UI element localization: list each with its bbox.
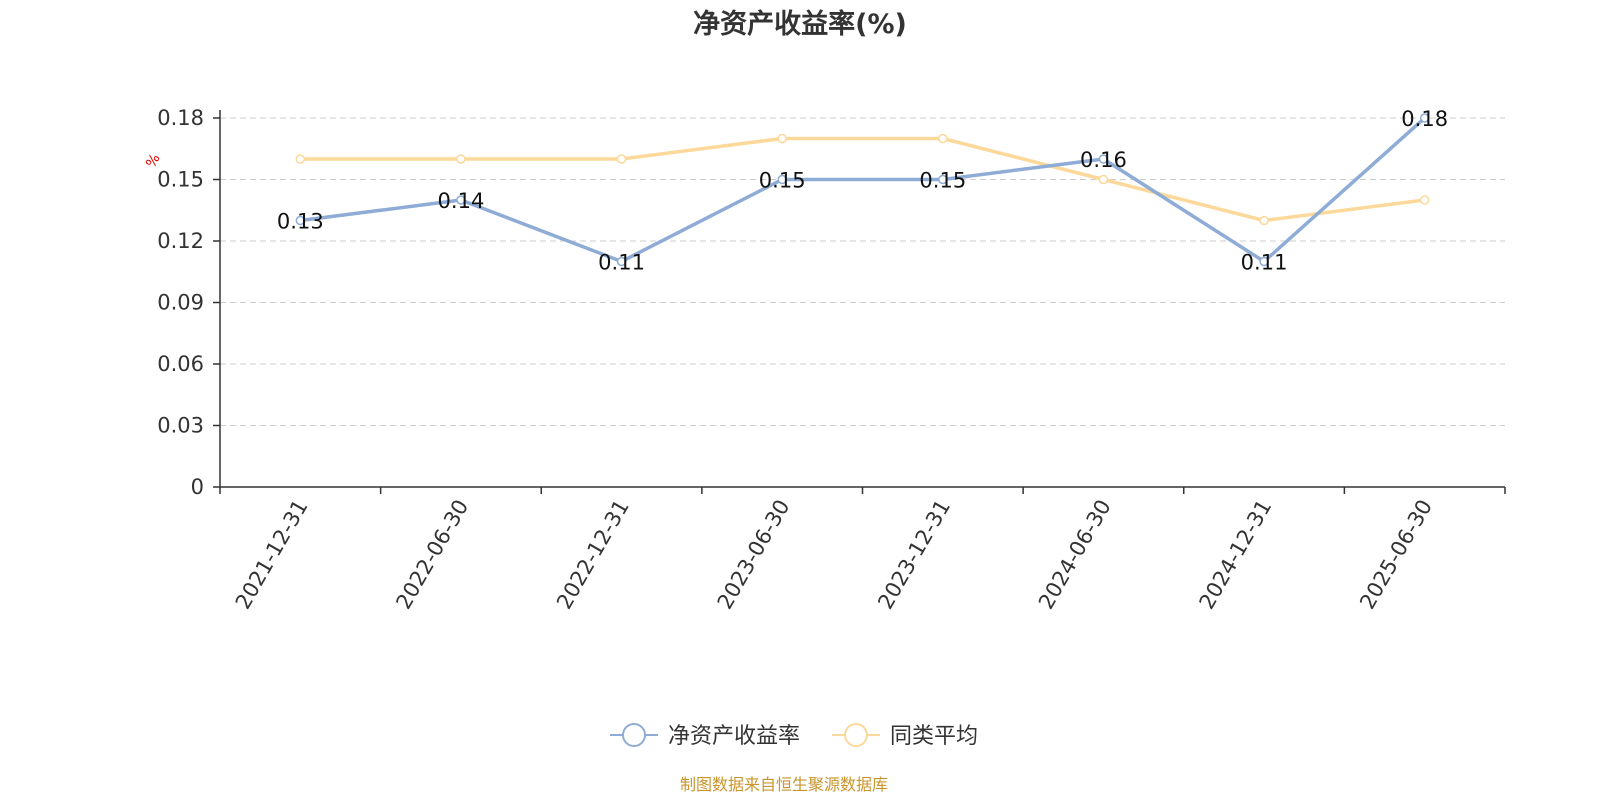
data-label: 0.15 (919, 169, 966, 193)
data-point-0 (616, 256, 627, 267)
data-point-0 (1419, 113, 1430, 123)
legend-marker-0[interactable] (622, 723, 646, 747)
legend-label-1[interactable]: 同类平均 (890, 724, 978, 749)
data-point-0 (1098, 154, 1109, 164)
data-label: 0.16 (1080, 148, 1127, 172)
y-tick-label: 0.18 (157, 106, 204, 130)
x-tick-label: 2025-06-30 (1355, 496, 1437, 614)
data-point-1 (777, 133, 787, 144)
series-line-1 (300, 136, 1425, 223)
y-tick-label: 0.12 (157, 229, 204, 253)
data-label: 0.11 (1241, 251, 1288, 275)
y-tick-label: 0 (191, 475, 204, 499)
legend-label-0[interactable]: 净资产收益率 (668, 724, 800, 749)
series-group (295, 113, 1430, 267)
y-tick-label: 0.03 (157, 414, 204, 438)
data-point-0 (295, 215, 306, 226)
data-point-1 (295, 154, 306, 164)
x-tick-label: 2022-06-30 (391, 496, 473, 614)
data-point-1 (938, 133, 948, 144)
chart-title: 净资产收益率(%) (693, 8, 907, 40)
series-line-0 (300, 116, 1426, 264)
source-note: 制图数据来自恒生聚源数据库 (680, 775, 888, 794)
data-label: 0.14 (438, 189, 485, 213)
grid-lines (220, 117, 1505, 426)
data-point-1 (1419, 195, 1430, 205)
data-point-1 (456, 154, 466, 164)
x-tick-label: 2023-12-31 (873, 496, 955, 614)
data-labels: 0.13 0.14 0.11 0.15 0.15 0.16 0.11 0.18 (277, 107, 1448, 275)
y-tick-label: 0.15 (157, 168, 204, 192)
data-point-1 (1098, 174, 1109, 185)
data-point-0 (777, 174, 787, 185)
data-label: 0.15 (759, 169, 806, 193)
x-tick-label: 2024-06-30 (1034, 496, 1116, 614)
y-tick-label: 0.06 (157, 352, 204, 376)
x-tick-label: 2023-06-30 (713, 496, 795, 614)
data-point-1 (1259, 215, 1269, 226)
data-point-1 (616, 154, 627, 164)
data-label: 0.13 (277, 210, 324, 234)
legend[interactable]: 净资产收益率 同类平均 (610, 723, 978, 749)
legend-marker-1[interactable] (844, 723, 868, 747)
data-point-0 (456, 195, 466, 205)
x-tick-label: 2021-12-31 (231, 496, 313, 614)
data-label: 0.18 (1401, 107, 1448, 131)
data-point-0 (938, 174, 948, 185)
data-label: 0.11 (598, 251, 645, 275)
y-tick-label: 0.09 (157, 291, 204, 315)
x-tick-label: 2022-12-31 (552, 496, 634, 614)
x-tick-label: 2024-12-31 (1195, 496, 1277, 614)
axes: 0 0.03 0.06 0.09 0.12 0.15 0.18 2021-12-31 2022-… (157, 106, 1506, 614)
data-point-0 (1259, 256, 1269, 267)
